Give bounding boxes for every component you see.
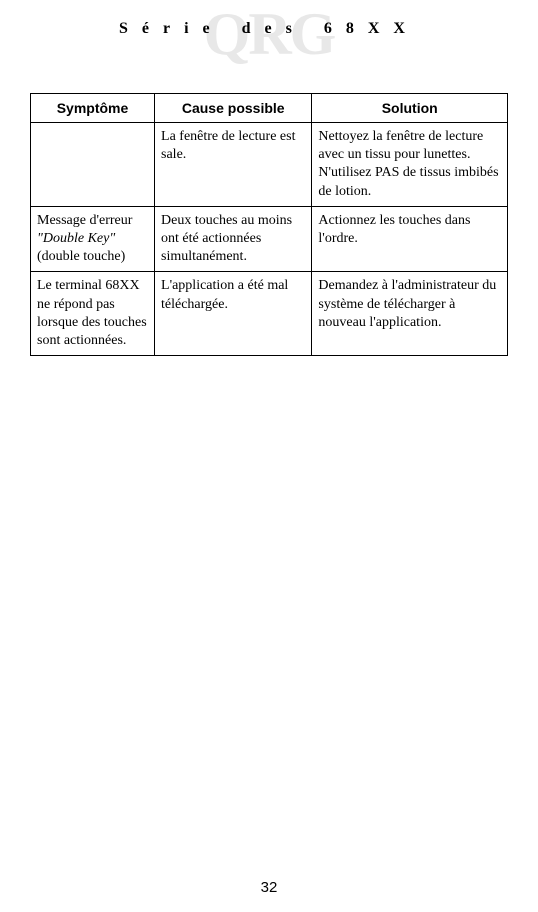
table-row: La fenêtre de lecture est sale. Nettoyez… bbox=[31, 123, 508, 207]
page-number: 32 bbox=[261, 879, 278, 896]
page: QRG Série des 68XX Symptôme Cause possib… bbox=[0, 0, 538, 912]
table-row: Le terminal 68XX ne répond pas lorsque d… bbox=[31, 272, 508, 356]
cell-solution: Actionnez les touches dans l'ordre. bbox=[312, 206, 508, 272]
symptom-text-italic: "Double Key" bbox=[37, 231, 115, 246]
cell-cause: La fenêtre de lecture est sale. bbox=[155, 123, 312, 207]
cell-symptom bbox=[31, 123, 155, 207]
column-header-solution: Solution bbox=[312, 94, 508, 123]
table-row: Message d'erreur "Double Key" (double to… bbox=[31, 206, 508, 272]
symptom-text-pre: Message d'erreur bbox=[37, 213, 132, 228]
troubleshooting-table: Symptôme Cause possible Solution La fenê… bbox=[30, 93, 508, 356]
cell-solution: Nettoyez la fenêtre de lecture avec un t… bbox=[312, 123, 508, 207]
cell-solution: Demandez à l'administrateur du système d… bbox=[312, 272, 508, 356]
table-header-row: Symptôme Cause possible Solution bbox=[31, 94, 508, 123]
symptom-text-post: (double touche) bbox=[37, 249, 125, 264]
cell-symptom: Message d'erreur "Double Key" (double to… bbox=[31, 206, 155, 272]
cell-symptom: Le terminal 68XX ne répond pas lorsque d… bbox=[31, 272, 155, 356]
column-header-symptom: Symptôme bbox=[31, 94, 155, 123]
page-header: Série des 68XX bbox=[30, 20, 508, 38]
column-header-cause: Cause possible bbox=[155, 94, 312, 123]
cell-cause: Deux touches au moins ont été actionnées… bbox=[155, 206, 312, 272]
cell-cause: L'application a été mal téléchargée. bbox=[155, 272, 312, 356]
